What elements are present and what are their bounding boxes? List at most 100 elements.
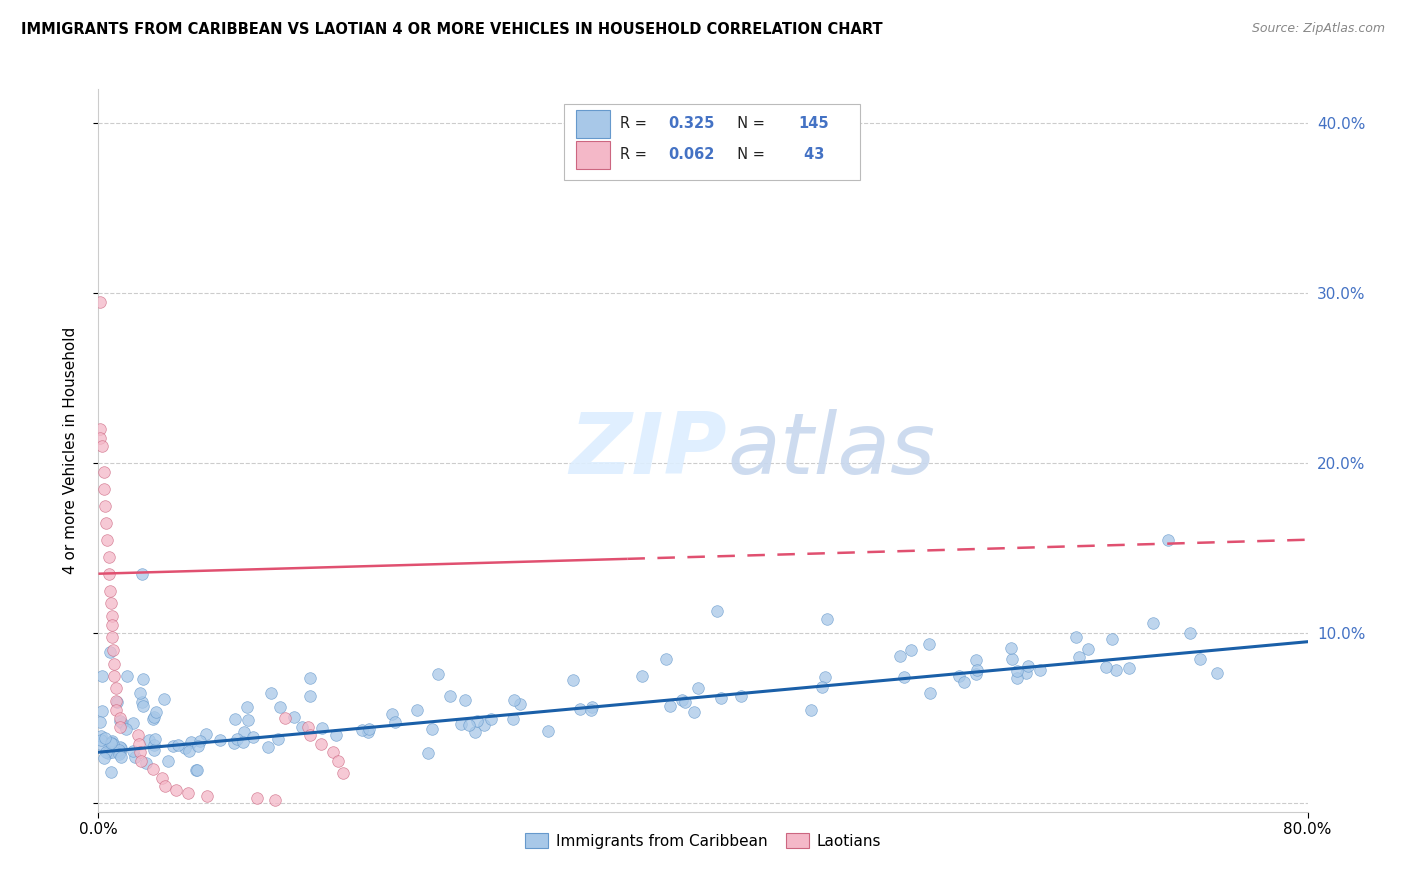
- Point: [162, 739, 184, 753]
- Point: [101, 630, 124, 644]
- Point: [177, 743, 200, 757]
- Point: [91, 669, 114, 683]
- Point: [129, 745, 152, 759]
- Point: [90, 737, 112, 751]
- Point: [103, 657, 125, 671]
- Point: [100, 735, 122, 749]
- Point: [108, 747, 131, 761]
- Point: [246, 791, 269, 805]
- Point: [121, 744, 143, 758]
- Point: [180, 734, 202, 748]
- Point: [195, 789, 218, 804]
- Point: [142, 709, 165, 723]
- Point: [299, 690, 322, 704]
- Point: [581, 703, 603, 717]
- Point: [142, 712, 165, 726]
- Point: [101, 643, 124, 657]
- Point: [157, 755, 180, 769]
- Point: [1101, 632, 1123, 646]
- Point: [89, 294, 111, 309]
- Point: [96, 745, 118, 759]
- Point: [236, 699, 259, 714]
- Point: [97, 744, 120, 758]
- Point: [688, 681, 710, 695]
- Point: [472, 718, 495, 732]
- Point: [509, 697, 531, 711]
- Legend: Immigrants from Caribbean, Laotians: Immigrants from Caribbean, Laotians: [519, 827, 887, 855]
- Point: [1178, 625, 1201, 640]
- Point: [153, 779, 176, 793]
- Point: [135, 756, 157, 770]
- Point: [128, 737, 150, 751]
- Point: [257, 739, 280, 754]
- Point: [224, 736, 246, 750]
- Point: [671, 693, 693, 707]
- Point: [537, 723, 560, 738]
- Text: R =: R =: [620, 116, 651, 131]
- Point: [297, 720, 319, 734]
- Point: [100, 596, 122, 610]
- Text: 0.325: 0.325: [668, 116, 714, 131]
- Point: [104, 681, 127, 695]
- Point: [299, 728, 322, 742]
- Point: [581, 699, 603, 714]
- FancyBboxPatch shape: [564, 103, 860, 179]
- Point: [357, 725, 380, 739]
- Point: [464, 724, 486, 739]
- Point: [89, 714, 111, 729]
- Point: [195, 726, 218, 740]
- Point: [110, 739, 132, 754]
- Point: [1007, 671, 1029, 685]
- Point: [815, 612, 838, 626]
- Point: [105, 694, 128, 708]
- Point: [93, 750, 115, 764]
- Point: [186, 763, 208, 777]
- Point: [93, 465, 115, 479]
- Point: [893, 670, 915, 684]
- Point: [89, 422, 111, 436]
- Point: [406, 703, 429, 717]
- Point: [108, 714, 131, 728]
- Point: [709, 690, 731, 705]
- Point: [97, 739, 120, 754]
- Point: [108, 711, 131, 725]
- Point: [309, 737, 332, 751]
- Point: [1067, 650, 1090, 665]
- Point: [439, 689, 461, 703]
- Point: [658, 698, 681, 713]
- Point: [800, 703, 823, 717]
- Point: [673, 694, 696, 708]
- Point: [103, 669, 125, 683]
- Point: [110, 749, 132, 764]
- FancyBboxPatch shape: [576, 110, 610, 137]
- Text: 0.062: 0.062: [668, 147, 714, 162]
- Point: [96, 746, 118, 760]
- Point: [115, 669, 138, 683]
- Point: [225, 731, 247, 746]
- Text: IMMIGRANTS FROM CARIBBEAN VS LAOTIAN 4 OR MORE VEHICLES IN HOUSEHOLD CORRELATION: IMMIGRANTS FROM CARIBBEAN VS LAOTIAN 4 O…: [21, 22, 883, 37]
- Point: [128, 728, 150, 742]
- Point: [111, 716, 134, 731]
- Point: [953, 674, 976, 689]
- Point: [138, 733, 160, 747]
- Point: [177, 786, 200, 800]
- Point: [966, 663, 988, 677]
- Point: [89, 431, 111, 445]
- Point: [1029, 663, 1052, 677]
- Point: [131, 754, 153, 768]
- Text: ZIP: ZIP: [569, 409, 727, 492]
- Point: [187, 739, 209, 753]
- Text: 145: 145: [799, 116, 830, 131]
- Point: [322, 745, 344, 759]
- Point: [263, 793, 285, 807]
- Point: [1064, 630, 1087, 644]
- Point: [814, 670, 837, 684]
- Point: [242, 731, 264, 745]
- Point: [426, 667, 449, 681]
- Point: [328, 754, 350, 768]
- Point: [416, 746, 439, 760]
- Point: [91, 704, 114, 718]
- Point: [115, 723, 138, 737]
- Point: [173, 741, 195, 756]
- Point: [1017, 659, 1039, 673]
